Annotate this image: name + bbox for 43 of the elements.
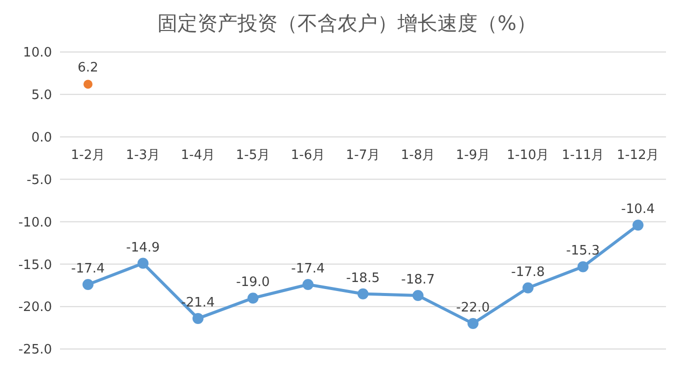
data-label: -10.4 — [621, 202, 655, 218]
y-tick-label: -10.0 — [18, 215, 52, 230]
data-label: -14.9 — [126, 240, 160, 256]
data-label: -15.3 — [566, 244, 600, 259]
x-tick-label: 1-6月 — [290, 148, 326, 163]
data-label: -22.0 — [456, 300, 490, 316]
data-label: -17.4 — [71, 262, 105, 277]
x-tick-label: 1-8月 — [400, 148, 436, 163]
data-label: -17.4 — [291, 262, 325, 277]
y-tick-label: -20.0 — [18, 300, 52, 316]
data-label: 6.2 — [78, 60, 98, 76]
chart-title: 固定资产投资（不含农户）增长速度（%） — [156, 10, 538, 37]
x-tick-label: 1-11月 — [562, 148, 604, 163]
point — [412, 290, 424, 302]
point — [192, 312, 204, 324]
point — [138, 258, 148, 269]
point — [358, 288, 368, 300]
point — [578, 261, 588, 272]
y-tick-label: -25.0 — [18, 342, 52, 358]
y-tick-label: 5.0 — [31, 88, 52, 104]
data-label: -18.7 — [401, 272, 435, 288]
x-tick-label: 1-9月 — [456, 148, 490, 163]
y-tick-label: -5.0 — [26, 172, 52, 188]
point — [302, 279, 314, 290]
x-tick-label: 1-5月 — [236, 148, 270, 163]
y-tick-label: -15.0 — [18, 258, 52, 273]
data-label: -18.5 — [346, 270, 380, 286]
x-tick-label: 1-4月 — [180, 148, 216, 163]
x-tick-label: 1-7月 — [346, 148, 380, 163]
x-tick-label: 1-12月 — [616, 148, 660, 163]
y-tick-label: 10.0 — [23, 46, 52, 61]
data-label: -19.0 — [236, 275, 270, 290]
x-tick-label: 1-2月 — [70, 148, 106, 163]
point — [468, 318, 478, 330]
y-tick-label: 0.0 — [31, 130, 52, 146]
x-tick-label: 1-10月 — [506, 148, 550, 163]
point — [82, 279, 94, 290]
data-label: -17.8 — [511, 264, 545, 280]
point — [632, 220, 644, 231]
point — [248, 292, 258, 304]
x-tick-label: 1-3月 — [126, 148, 160, 163]
point — [84, 80, 92, 89]
point — [522, 282, 534, 294]
